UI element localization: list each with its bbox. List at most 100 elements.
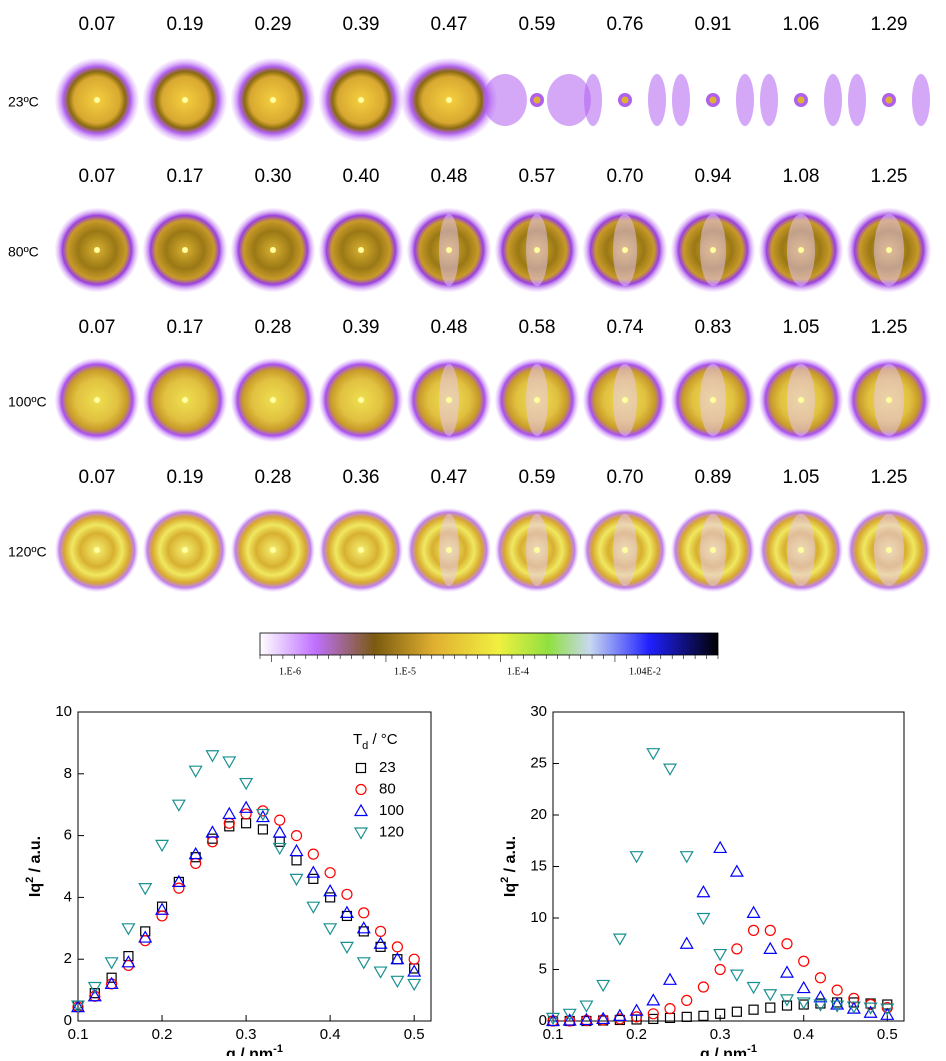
saxs-beamstop (182, 547, 188, 553)
strain-label: 0.40 (343, 166, 380, 187)
marker (545, 1012, 561, 1026)
marker (87, 981, 102, 995)
y-tick-label: 6 (64, 827, 72, 844)
y-tick-label: 10 (55, 703, 72, 720)
marker (748, 1004, 759, 1015)
x-tick-label: 0.2 (626, 1026, 647, 1043)
strain-label: 0.28 (255, 317, 292, 338)
marker (647, 1008, 659, 1020)
marker (781, 938, 793, 950)
marker (156, 910, 168, 922)
saxs-beamstop (622, 397, 628, 403)
saxs-beamstop (270, 247, 276, 253)
marker (289, 873, 304, 887)
strain-label: 1.06 (783, 14, 820, 35)
saxs-lobe (584, 74, 602, 126)
marker (323, 884, 338, 897)
legend-title-part: d (362, 740, 368, 752)
marker (698, 1010, 709, 1021)
marker (291, 855, 302, 866)
saxs-beamstop (358, 397, 364, 403)
strain-label: 0.91 (695, 14, 732, 35)
x-tick-label: 0.3 (710, 1026, 731, 1043)
x-axis-label-part: q / nm (226, 1046, 273, 1056)
strain-label: 0.70 (607, 166, 644, 187)
y-tick-label: 15 (530, 857, 547, 874)
saxs-beamstop (886, 397, 892, 403)
marker (390, 951, 405, 965)
marker (222, 756, 237, 769)
legend-title-part: / °C (368, 731, 398, 748)
saxs-beamstop (798, 547, 804, 553)
marker (764, 924, 776, 936)
saxs-lobe (736, 74, 754, 126)
marker (729, 864, 744, 877)
saxs-center (885, 96, 893, 104)
strain-label: 0.28 (255, 467, 292, 488)
saxs-beamstop (94, 547, 100, 553)
strain-label: 0.47 (431, 467, 468, 488)
marker (781, 1000, 793, 1011)
marker (222, 806, 237, 820)
strain-label: 0.19 (167, 14, 204, 35)
marker (713, 840, 728, 854)
marker (239, 777, 254, 791)
strain-label: 0.47 (431, 14, 468, 35)
marker (747, 924, 760, 936)
marker (697, 981, 710, 993)
marker (104, 976, 119, 990)
colorbar-label: 1.04E-2 (629, 666, 661, 677)
strain-label: 0.59 (519, 14, 556, 35)
marker (408, 953, 420, 965)
marker (239, 800, 254, 813)
strain-label: 0.57 (519, 166, 556, 187)
colorbar-label: 1.E-6 (279, 666, 301, 677)
saxs-beamstop (446, 547, 452, 553)
saxs-beamstop (182, 397, 188, 403)
strain-label: 0.89 (695, 467, 732, 488)
strain-label: 0.30 (255, 166, 292, 187)
strain-label: 0.39 (343, 317, 380, 338)
marker (190, 852, 201, 863)
marker (205, 750, 220, 763)
saxs-beamstop (886, 247, 892, 253)
marker (358, 926, 369, 937)
saxs-beamstop (446, 247, 452, 253)
row-label: 120ºC (8, 544, 47, 560)
marker (612, 933, 627, 946)
saxs-lobe (760, 74, 778, 126)
marker (257, 824, 269, 835)
y-tick-label: 8 (64, 765, 72, 782)
marker (373, 966, 388, 979)
x-axis-label: q / nm-1 (226, 1043, 283, 1056)
saxs-beamstop (622, 547, 628, 553)
colorbar-label: 1.E-5 (394, 666, 416, 677)
marker (545, 1013, 561, 1027)
x-tick-label: 0.4 (320, 1026, 341, 1043)
marker (355, 762, 367, 774)
saxs-lobe (547, 74, 591, 126)
row-label: 23ºC (8, 94, 39, 110)
marker (798, 955, 810, 967)
marker (407, 978, 422, 992)
marker (223, 817, 235, 829)
marker (391, 941, 403, 953)
marker (746, 905, 761, 918)
marker (612, 1008, 627, 1021)
marker (373, 936, 388, 949)
saxs-beamstop (622, 247, 628, 253)
marker (746, 981, 761, 995)
strain-label: 0.94 (695, 166, 732, 187)
marker (646, 748, 661, 761)
marker (121, 923, 136, 936)
strain-label: 1.05 (783, 467, 820, 488)
marker (681, 994, 693, 1007)
marker (679, 851, 694, 864)
saxs-lobe (648, 74, 666, 126)
strain-label: 0.58 (519, 317, 556, 338)
marker (171, 799, 186, 812)
plot-frame (77, 711, 432, 1022)
plot-frame (552, 711, 905, 1022)
saxs-lobe (483, 74, 527, 126)
saxs-lobe (672, 74, 690, 126)
